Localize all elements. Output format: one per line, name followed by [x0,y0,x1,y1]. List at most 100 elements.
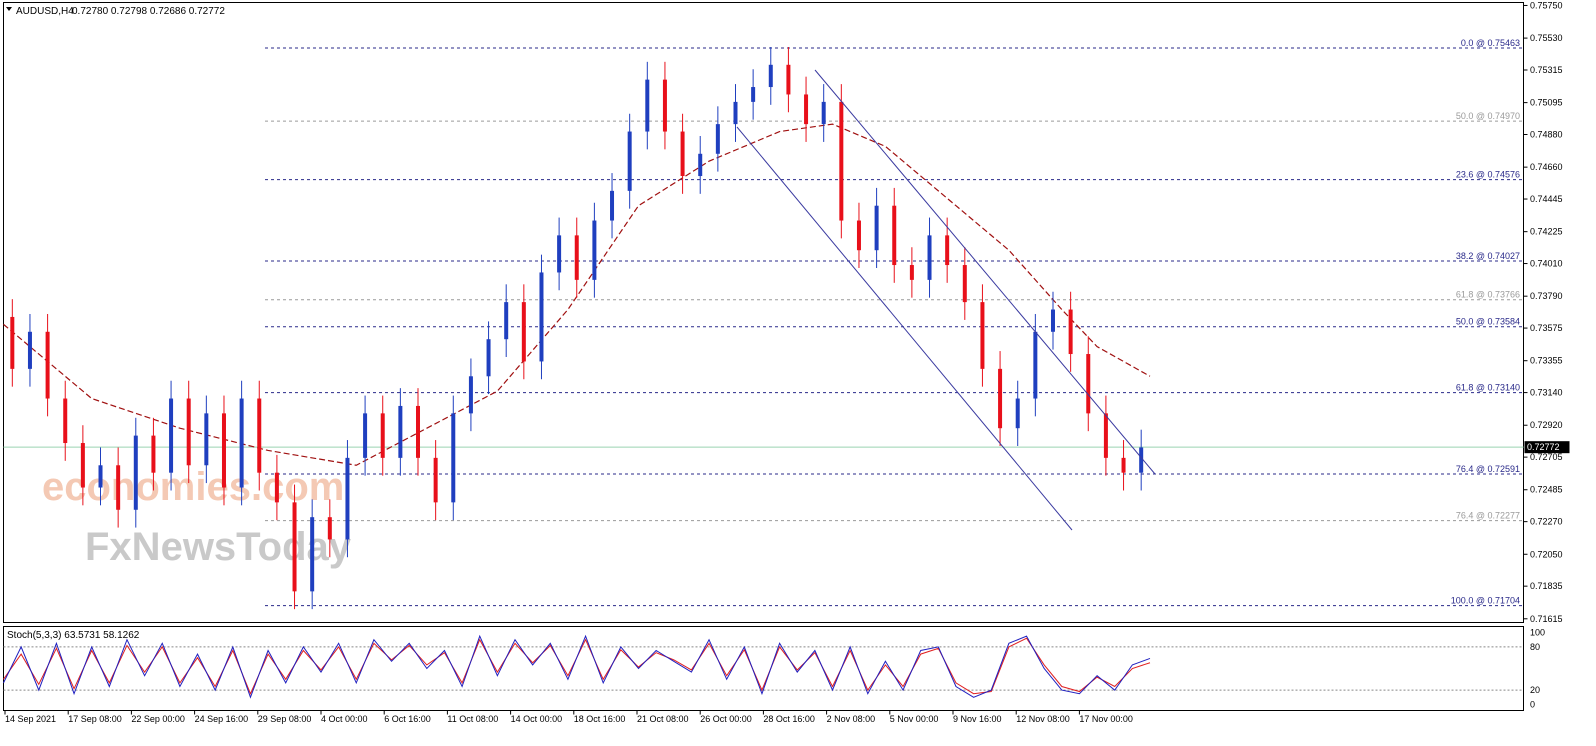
x-tick-label: 5 Nov 00:00 [890,714,939,724]
candle-body [980,302,985,369]
x-tick-label: 4 Oct 00:00 [321,714,368,724]
time-axis: 14 Sep 2021 17 Sep 08:00 22 Sep 00:00 24 Se… [4,710,1133,724]
candle-body [98,465,103,488]
candle-body [1050,309,1055,332]
candle-body [645,79,650,132]
candle-body [839,101,844,221]
y-tick-label: 0.73140 [1530,388,1563,398]
stoch-label: Stoch(5,3,3) 63.5731 58.1262 [7,630,140,641]
candle-body [504,302,509,340]
candle-body [715,124,720,154]
candle-body [433,457,438,503]
stoch-main-line [3,634,1151,699]
fib-label: 76.4 @ 0.72277 [1456,511,1520,521]
x-tick-label: 29 Sep 08:00 [258,714,312,724]
y-tick-label: 0.74660 [1530,162,1563,172]
candle-body [416,405,421,458]
stochastic-panel: 100 80 20 0 [3,628,1545,710]
x-tick-label: 12 Nov 08:00 [1016,714,1070,724]
watermark-line2: FxNewsToday [85,525,352,569]
ohlc-values: 0.72780 0.72798 0.72686 0.72772 [72,6,225,17]
candle-body [733,101,738,125]
candle-body [80,443,85,488]
candle-body [116,465,121,510]
candle-body [680,131,685,177]
y-tick-label: 0.72920 [1530,420,1563,430]
candle-body [627,131,632,191]
stoch-axis-label: 0 [1530,700,1535,710]
x-tick-label: 17 Nov 00:00 [1079,714,1133,724]
ma-line [3,123,1151,466]
y-tick-label: 0.73790 [1530,291,1563,301]
candle-body [451,413,456,503]
candle-body [945,235,950,266]
candle-body [486,339,491,377]
candle-body [1068,309,1073,355]
y-tick-label: 0.74445 [1530,194,1563,204]
y-tick-label: 0.74010 [1530,259,1563,269]
candle-body [927,235,932,280]
x-tick-label: 14 Oct 00:00 [511,714,563,724]
candle-body [468,376,473,414]
stoch-axis-label: 20 [1530,685,1540,695]
collapse-triangle-icon[interactable] [6,7,12,11]
candle-body [1033,331,1038,399]
current-price-tag [1524,441,1570,454]
candle-body [221,413,226,488]
x-tick-label: 21 Oct 08:00 [637,714,689,724]
y-tick-label: 0.74225 [1530,227,1563,237]
fib-label: 50.0 @ 0.74970 [1456,111,1520,121]
x-tick-label: 17 Sep 08:00 [68,714,122,724]
candle-body [133,435,138,510]
candle-body [662,79,667,132]
stoch-axis-label: 100 [1530,628,1545,638]
x-tick-label: 2 Nov 08:00 [827,714,876,724]
fib-label: 100.0 @ 0.71704 [1451,596,1520,606]
fib-label: 0.0 @ 0.75463 [1461,38,1520,48]
candle-body [610,190,615,221]
candle-body [310,517,315,592]
x-tick-label: 22 Sep 00:00 [131,714,185,724]
watermark: economies.com FxNewsToday [42,465,352,569]
candle-body [327,517,332,540]
y-tick-label: 0.71835 [1530,581,1563,591]
y-tick-label: 0.75095 [1530,98,1563,108]
candle-body [874,205,879,251]
candle-body [539,272,544,362]
x-tick-label: 18 Oct 16:00 [574,714,626,724]
candle-body [962,265,967,303]
channel-upper-line [814,69,1156,475]
main-plot-frame [3,2,1524,623]
candle-body [768,64,773,88]
candle-body [574,235,579,280]
y-tick-label: 0.74880 [1530,130,1563,140]
x-tick-label: 14 Sep 2021 [5,714,56,724]
x-tick-label: 26 Oct 00:00 [700,714,752,724]
y-tick-label: 0.71615 [1530,614,1563,624]
price-axis: 0.75750 0.75530 0.75315 0.75095 0.74880 0.746… [1523,0,1570,624]
candle-body [786,64,791,95]
channel-lower-line [736,126,1073,531]
candle-body [1121,457,1126,473]
fib-label: 38.2 @ 0.74027 [1456,251,1520,261]
price-series [10,46,1144,610]
candle-body [998,368,1003,429]
candle-body [45,331,50,399]
fib-levels: 0.0 @ 0.75463 50.0 @ 0.74970 23.6 @ 0.7457… [3,38,1524,607]
watermark-line1: economies.com [42,465,344,509]
y-tick-label: 0.72270 [1530,517,1563,527]
candle-body [257,398,262,473]
candle-body [63,398,68,444]
y-tick-label: 0.72485 [1530,485,1563,495]
candle-body [186,398,191,466]
candle-body [892,205,897,266]
fib-label: 76.4 @ 0.72591 [1456,464,1520,474]
stoch-axis-label: 80 [1530,642,1540,652]
candle-body [698,153,703,177]
fib-label: 23.6 @ 0.74576 [1456,170,1520,180]
candle-body [345,457,350,540]
candle-body [751,87,756,102]
candle-body [804,94,809,125]
